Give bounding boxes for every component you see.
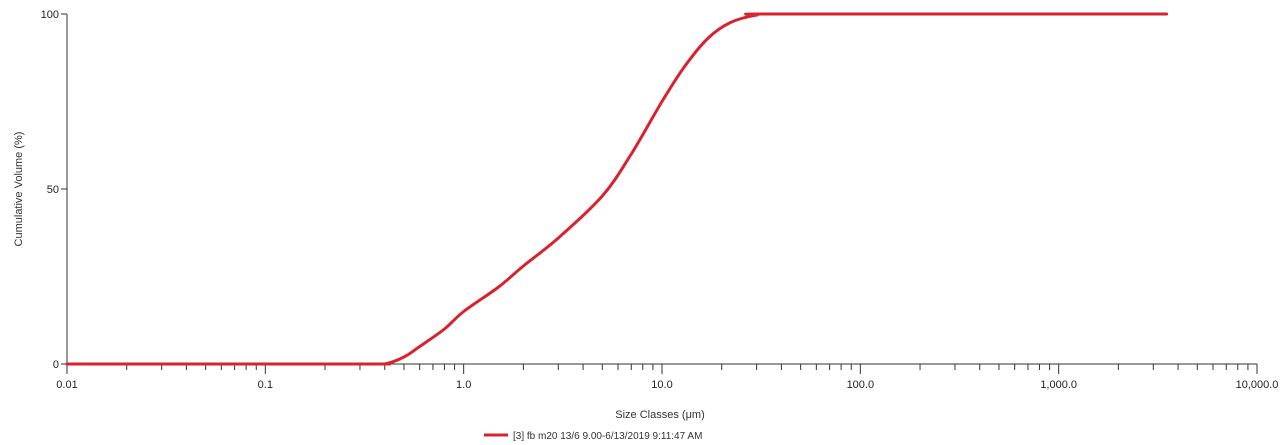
- legend: [3] fb m20 13/6 9.00-6/13/2019 9:11:47 A…: [484, 431, 702, 442]
- x-axis-title: Size Classes (μm): [615, 409, 704, 421]
- y-tick-label: 100: [41, 9, 59, 21]
- x-tick-label: 1,000.0: [1040, 379, 1077, 391]
- axes: 0.01 0.1 1.0 10.0 100.0 1,000.0 10,000.0 0 50 100: [41, 9, 1279, 391]
- y-tick-label: 0: [53, 359, 59, 371]
- x-tick-label: 1.0: [456, 379, 471, 391]
- axis-labels: Size Classes (μm) Cumulative Volume (%): [13, 132, 705, 421]
- series-line: [65, 12, 1169, 366]
- y-axis-title: Cumulative Volume (%): [13, 132, 25, 247]
- series-layer: [65, 12, 1169, 366]
- x-tick-label: 0.01: [56, 379, 77, 391]
- x-tick-label: 0.1: [258, 379, 273, 391]
- x-tick-label: 10,000.0: [1236, 379, 1279, 391]
- legend-label: [3] fb m20 13/6 9.00-6/13/2019 9:11:47 A…: [513, 431, 702, 442]
- x-tick-label: 10.0: [651, 379, 672, 391]
- y-tick-label: 50: [47, 184, 59, 196]
- x-tick-label: 100.0: [847, 379, 875, 391]
